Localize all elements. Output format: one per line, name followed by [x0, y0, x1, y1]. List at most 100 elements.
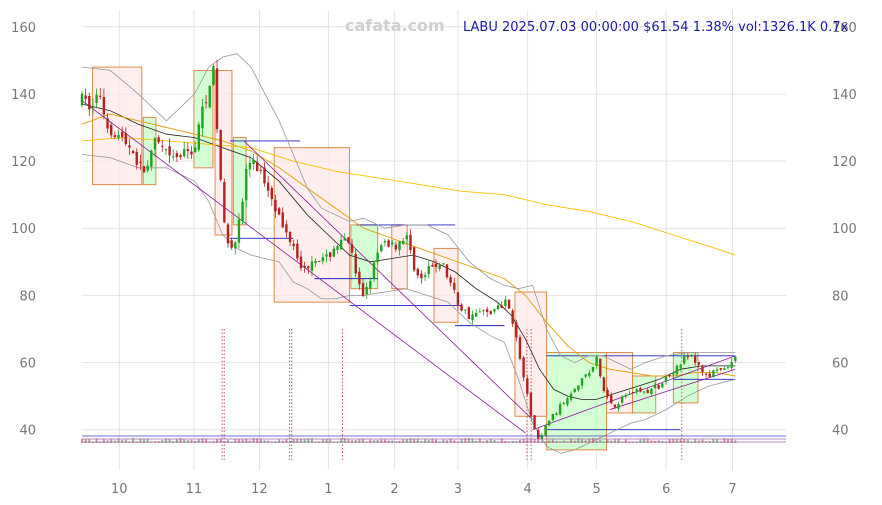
x-tick-label: 3	[454, 482, 462, 497]
y-tick-label-left: 100	[11, 222, 36, 237]
candle-up	[325, 254, 328, 257]
x-tick-label: 12	[251, 482, 268, 497]
volume-bar	[219, 438, 222, 443]
candle-down	[507, 299, 511, 309]
candle-down	[131, 150, 135, 154]
volume-bar	[230, 441, 233, 443]
candle-up	[321, 257, 325, 262]
candle-down	[693, 356, 697, 363]
y-tick-label-left: 80	[19, 289, 36, 304]
volume-bar	[518, 439, 521, 443]
volume-bar	[164, 438, 167, 443]
volume-bar	[533, 438, 536, 443]
volume-bar	[646, 438, 649, 443]
volume-bar	[205, 439, 208, 443]
volume-bar	[121, 439, 124, 443]
x-tick-label: 2	[390, 482, 398, 497]
candle-up	[193, 147, 197, 153]
volume-bar	[362, 438, 365, 443]
indicator-lines	[81, 53, 736, 454]
candle-down	[259, 169, 263, 171]
candle-up	[551, 413, 555, 421]
candle-up	[683, 356, 686, 364]
candle-down	[522, 357, 525, 378]
volume-bar	[606, 439, 609, 443]
candle-down	[453, 282, 456, 290]
candle-down	[668, 375, 671, 377]
candle-up	[617, 404, 620, 409]
candle-down	[277, 208, 281, 215]
candle-down	[704, 373, 708, 375]
candle-down	[296, 243, 299, 259]
candle-up	[423, 275, 427, 277]
candle-down	[255, 161, 259, 171]
candle-up	[580, 378, 584, 386]
candle-up	[635, 389, 638, 392]
candle-up	[380, 245, 383, 252]
candle-down	[533, 415, 536, 429]
candle-down	[434, 263, 438, 268]
y-tick-label-right: 120	[832, 155, 857, 170]
volume-bar	[712, 438, 715, 443]
volume-bar	[259, 438, 262, 443]
candle-up	[540, 435, 544, 440]
volume-bar	[340, 438, 343, 443]
candle-up	[172, 156, 175, 158]
candle-down	[219, 129, 222, 180]
candle-up	[562, 403, 565, 405]
candle-down	[99, 95, 102, 97]
volume-bar	[102, 439, 105, 443]
volume-bar	[365, 441, 368, 443]
candle-down	[303, 265, 306, 268]
volume-bar	[376, 440, 379, 443]
volume-bar	[566, 441, 569, 443]
candle-up	[482, 310, 485, 312]
volume-bar	[643, 438, 646, 443]
volume-bar	[241, 439, 244, 443]
volume-bar	[278, 439, 281, 443]
y-axis-left: 40 60 80 100 120 140 160	[11, 21, 36, 439]
candle-up	[237, 219, 241, 243]
volume-bar	[226, 439, 229, 443]
volume-bar	[307, 438, 310, 443]
y-tick-label-right: 80	[832, 289, 849, 304]
volume-bar	[299, 438, 302, 443]
candle-down	[686, 355, 690, 358]
candle-up	[153, 137, 157, 150]
candle-up	[588, 372, 591, 376]
candle-down	[307, 266, 310, 269]
ma_long-line	[81, 137, 736, 256]
candle-up	[234, 242, 237, 249]
candle-down	[610, 395, 613, 404]
candle-down	[285, 224, 288, 233]
candle-up	[591, 366, 595, 372]
candle-down	[204, 102, 208, 104]
y-tick-label-right: 100	[832, 222, 857, 237]
volume-bar	[84, 439, 87, 443]
candle-up	[558, 404, 562, 415]
candle-up	[672, 372, 675, 375]
candle-down	[109, 124, 113, 136]
volume-bar	[471, 438, 474, 443]
candle-up	[150, 150, 153, 167]
candle-down	[135, 151, 138, 165]
candle-down	[511, 310, 514, 324]
candle-down	[168, 146, 171, 156]
volume-bar	[183, 439, 186, 443]
volume-bar	[723, 438, 726, 443]
candle-up	[584, 374, 587, 377]
candle-up	[201, 106, 204, 129]
volume-bar	[383, 439, 386, 443]
volume-bar	[672, 438, 675, 443]
candle-up	[496, 305, 500, 309]
candle-down	[394, 244, 398, 250]
volume-bar	[372, 440, 375, 443]
volume-bar	[639, 439, 642, 443]
y-tick-label-left: 140	[11, 88, 36, 103]
candle-up	[726, 367, 730, 369]
volume-bar	[719, 441, 722, 443]
candle-down	[113, 135, 117, 138]
candle-down	[120, 131, 124, 137]
volume-bar	[413, 438, 416, 443]
volume-bar	[216, 439, 219, 443]
